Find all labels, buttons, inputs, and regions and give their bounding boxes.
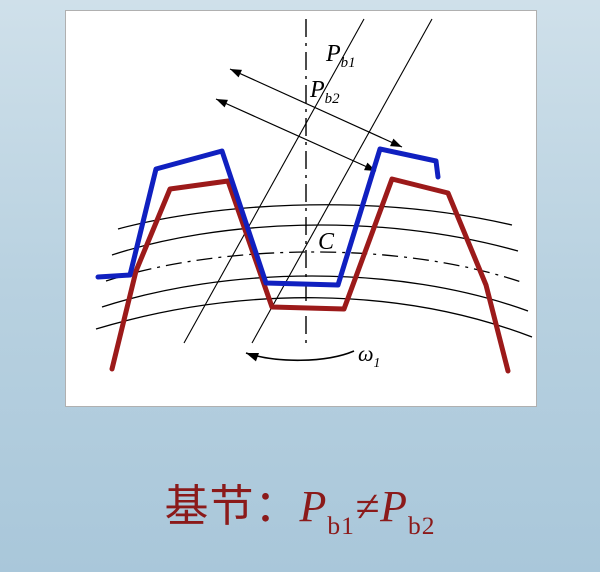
svg-text:C: C xyxy=(318,229,335,255)
caption-text: 基节：Pb1≠Pb2 xyxy=(0,470,600,538)
svg-text:Pb2: Pb2 xyxy=(309,77,340,107)
diagram-panel: Pb1 Pb2 Cω1 xyxy=(65,10,537,407)
caption-rhs: P xyxy=(380,482,408,531)
svg-text:Pb1: Pb1 xyxy=(325,41,356,71)
gear-profile-blue xyxy=(98,149,438,285)
caption-prefix: 基节： xyxy=(165,482,300,531)
gear-pitch-diagram: Pb1 Pb2 Cω1 xyxy=(66,11,536,406)
svg-text:ω1: ω1 xyxy=(358,341,380,370)
caption-rel: ≠ xyxy=(355,482,380,531)
gear-profile-red xyxy=(112,179,508,371)
caption-lhs: P xyxy=(300,482,328,531)
caption-rhs-sub: b2 xyxy=(408,511,436,540)
caption-lhs-sub: b1 xyxy=(327,511,355,540)
